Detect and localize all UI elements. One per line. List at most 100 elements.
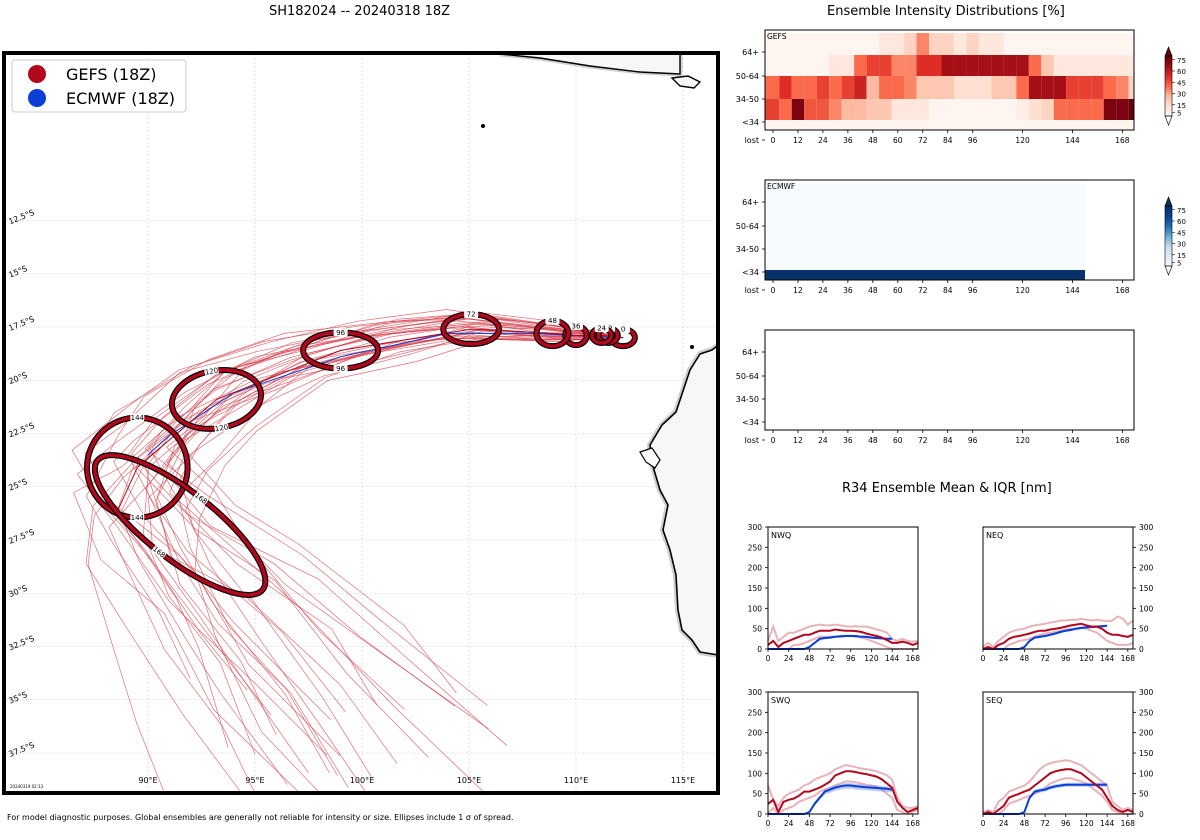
r34-y-tick-label: 100 bbox=[1139, 604, 1154, 613]
heat-cell bbox=[991, 55, 1004, 76]
category-tick-label: 64+ bbox=[742, 348, 759, 357]
heat-cell bbox=[966, 33, 979, 55]
gefs-q75-line bbox=[767, 623, 919, 643]
category-tick-label: 50-64 bbox=[736, 72, 759, 81]
heat-cell bbox=[953, 33, 967, 55]
footer-note: For model diagnostic purposes. Global en… bbox=[7, 813, 514, 822]
r34-y-tick-label: 250 bbox=[1139, 708, 1154, 717]
r34-x-tick-label: 120 bbox=[864, 819, 879, 828]
gefs-q25-line bbox=[983, 777, 1133, 815]
colorbar-segment bbox=[1165, 236, 1172, 239]
heat-cell bbox=[1028, 33, 1042, 55]
colorbar-segment bbox=[1165, 234, 1172, 237]
heat-cell bbox=[1078, 99, 1092, 120]
colorbar-segment bbox=[1165, 210, 1172, 213]
gefs-member-track bbox=[87, 316, 624, 721]
heat-cell bbox=[841, 76, 855, 99]
hour-tick-label: 96 bbox=[968, 436, 978, 445]
gefs-member-track bbox=[163, 321, 624, 746]
ellipse-label-bg bbox=[333, 364, 348, 373]
heat-cell bbox=[765, 226, 1085, 249]
category-tick-label: lost bbox=[745, 136, 759, 145]
heat-cell bbox=[765, 205, 1085, 226]
heat-cell bbox=[816, 33, 830, 55]
heat-cell bbox=[1116, 99, 1129, 120]
heat-cell bbox=[879, 120, 892, 130]
heat-cell bbox=[978, 120, 992, 130]
colorbar-segment bbox=[1165, 78, 1172, 81]
heat-cell bbox=[1003, 33, 1017, 55]
quadrant-label: SEQ bbox=[986, 696, 1002, 705]
hour-tick-label: 60 bbox=[893, 286, 903, 295]
colorbar-segment bbox=[1165, 214, 1172, 217]
heat-cell bbox=[891, 120, 905, 130]
colorbar-segment bbox=[1165, 238, 1172, 241]
hour-tick-label: 24 bbox=[818, 286, 828, 295]
category-tick-label: 50-64 bbox=[736, 222, 759, 231]
colorbar-extend-top bbox=[1164, 46, 1173, 57]
quadrant-label: NEQ bbox=[986, 531, 1003, 540]
colorbar-segment bbox=[1165, 220, 1172, 223]
track-map: 90°E 95°E 100°E 105°E 110°E 115°E12.5°S15°S17… bbox=[2, 51, 720, 795]
colorbar-segment bbox=[1165, 256, 1172, 259]
heat-cell bbox=[1053, 99, 1067, 120]
colorbar-tick-label: 30 bbox=[1177, 241, 1186, 249]
gefs-mean-line bbox=[767, 628, 919, 649]
panel-label: GEFS bbox=[767, 32, 787, 41]
heat-cell bbox=[1128, 120, 1134, 130]
hour-tick-label: 60 bbox=[893, 136, 903, 145]
heat-cell bbox=[804, 76, 817, 99]
colorbar-segment bbox=[1165, 76, 1172, 79]
gefs-member-track bbox=[180, 316, 624, 694]
colorbar-tick-label: 30 bbox=[1177, 91, 1186, 99]
colorbar-tick-label: 45 bbox=[1177, 229, 1186, 237]
heat-cell bbox=[978, 33, 992, 55]
gefs-member-track bbox=[84, 319, 624, 716]
ellipse-label: 0 bbox=[621, 326, 625, 334]
colorbar-segment bbox=[1165, 218, 1172, 221]
heat-cell bbox=[904, 99, 917, 120]
gefs-legend-marker bbox=[28, 65, 46, 83]
colorbar-segment bbox=[1165, 240, 1172, 243]
hour-tick-label: 168 bbox=[1115, 436, 1130, 445]
australia-coastline bbox=[649, 344, 718, 656]
heat-cell bbox=[1003, 99, 1017, 120]
r34-x-tick-label: 0 bbox=[766, 819, 771, 828]
heat-cell bbox=[891, 33, 905, 55]
heat-cell bbox=[1041, 99, 1054, 120]
heat-cell bbox=[879, 76, 892, 99]
heat-cell bbox=[966, 120, 979, 130]
r34-y-tick-label: 0 bbox=[757, 810, 762, 819]
heat-cell bbox=[841, 33, 855, 55]
r34-y-tick-label: 0 bbox=[1139, 645, 1144, 654]
heat-cell bbox=[866, 120, 880, 130]
heat-cell bbox=[1078, 33, 1092, 55]
heat-cell bbox=[891, 55, 905, 76]
heat-cell bbox=[1066, 33, 1079, 55]
hour-tick-label: 144 bbox=[1065, 286, 1080, 295]
r34-x-tick-label: 168 bbox=[906, 819, 921, 828]
quadrant-label: SWQ bbox=[771, 696, 790, 705]
r34-y-tick-label: 50 bbox=[752, 625, 762, 634]
category-tick-label: 50-64 bbox=[736, 372, 759, 381]
gefs-member-track bbox=[108, 337, 624, 792]
r34-y-tick-label: 250 bbox=[748, 543, 763, 552]
heat-cell bbox=[866, 76, 880, 99]
heat-cell bbox=[1091, 33, 1104, 55]
heat-cell bbox=[916, 33, 929, 55]
r34-x-tick-label: 144 bbox=[1100, 654, 1115, 663]
panel-label: ECMWF bbox=[767, 182, 795, 191]
colorbar-segment bbox=[1165, 108, 1172, 111]
gefs-legend-label: GEFS (18Z) bbox=[66, 65, 156, 84]
heat-cell bbox=[1053, 55, 1067, 76]
colorbar-segment bbox=[1165, 84, 1172, 87]
colorbar-segment bbox=[1165, 60, 1172, 63]
gefs-q25-line bbox=[767, 780, 919, 816]
category-tick-label: 34-50 bbox=[736, 95, 759, 104]
ellipse-label-bg bbox=[333, 328, 348, 337]
colorbar-segment bbox=[1165, 62, 1172, 65]
gefs-mean-line bbox=[982, 622, 1134, 651]
hour-tick-label: 72 bbox=[918, 436, 928, 445]
hour-tick-label: 84 bbox=[943, 286, 953, 295]
